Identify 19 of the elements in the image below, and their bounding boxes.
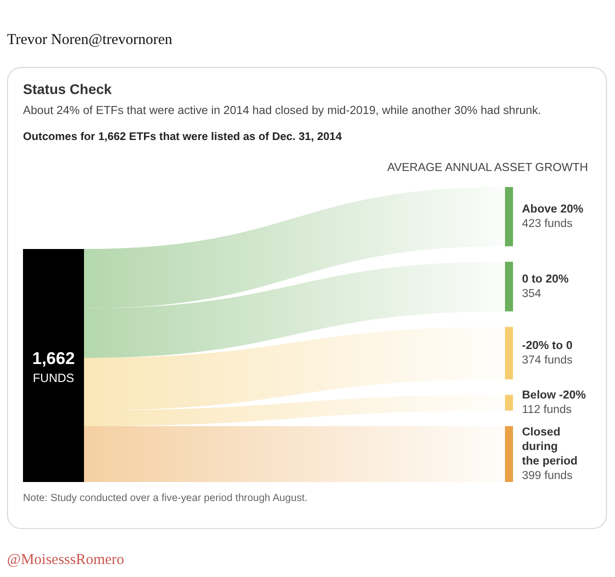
category-label: Below -20% [522,390,586,402]
text: 1,662 [32,349,75,368]
text: About 24% of ETFs that were active in 2014 had closed by mid-2019, while another 30% had shrunk. [23,102,542,118]
text: Note: Study conducted over a five-year period through August. [23,492,308,504]
text: Status Check [23,80,112,98]
text: Trevor Noren@trevornoren [7,31,172,50]
category-label: Closed during the period [522,426,578,468]
category-label: -20% to 0 [522,340,572,352]
text: FUNDS [32,370,74,385]
category-label: 0 to 20% [522,274,569,286]
text: @MoisesssRomero [7,551,124,570]
data-label: 423 funds [522,218,573,230]
data-label: 112 funds [522,404,572,416]
data-label: 399 funds [522,470,573,482]
text: Outcomes for 1,662 ETFs that were listed as of Dec. 31, 2014 [23,130,342,144]
category-label: Above 20% [522,204,584,216]
data-label: 374 funds [522,354,573,367]
data-label: 354 [522,288,542,300]
text: AVERAGE ANNUAL ASSET GROWTH [387,160,588,174]
